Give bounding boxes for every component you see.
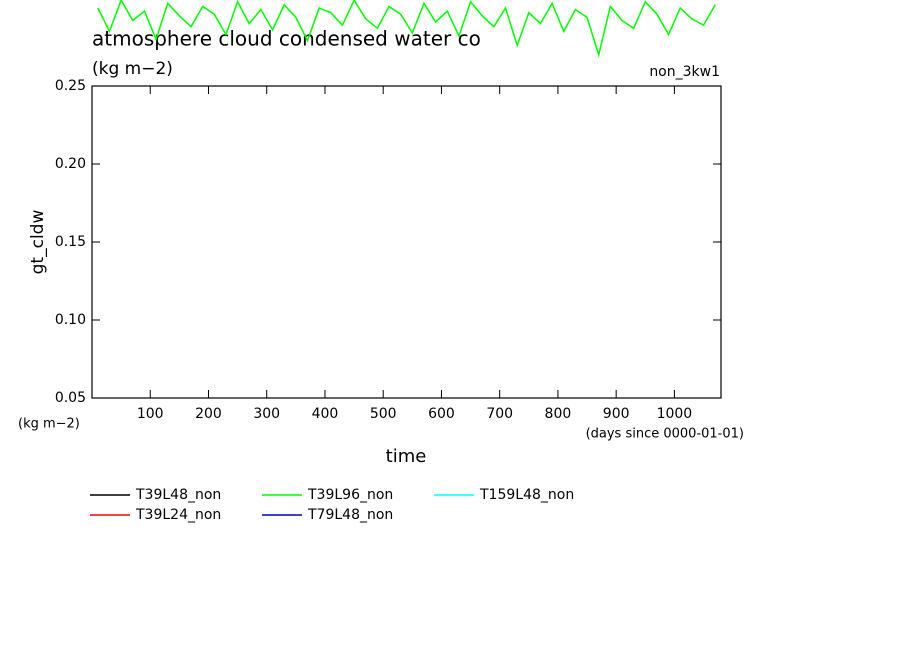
legend-label: T39L48_non (135, 487, 221, 503)
x-tick-label: 200 (195, 406, 222, 422)
y-tick-label: 0.20 (55, 156, 86, 172)
x-tick-label: 100 (137, 406, 164, 422)
x-tick-label: 300 (253, 406, 280, 422)
y-tick-label: 0.05 (55, 390, 86, 406)
data-line (97, 0, 716, 58)
y-tick-label: 0.10 (55, 312, 86, 328)
x-tick-label: 1000 (657, 406, 693, 422)
legend-label: T39L24_non (135, 507, 221, 523)
y-axis-label: gt_cldw (28, 210, 48, 275)
x-tick-label: 600 (428, 406, 455, 422)
y-unit: (kg m−2) (18, 417, 80, 432)
legend-label: T39L96_non (307, 487, 393, 503)
plot-frame (91, 85, 722, 399)
y-tick-label: 0.15 (55, 234, 86, 250)
legend-label: T159L48_non (479, 487, 574, 503)
x-unit: (days since 0000-01-01) (586, 427, 744, 442)
y-tick-label: 0.25 (55, 78, 86, 94)
legend-label: T79L48_non (307, 507, 393, 523)
x-tick-label: 700 (486, 406, 513, 422)
x-tick-label: 400 (312, 406, 339, 422)
x-axis-label: time (386, 446, 427, 467)
chart-title: atmosphere cloud condensed water co (92, 27, 481, 51)
x-tick-label: 500 (370, 406, 397, 422)
x-tick-label: 900 (603, 406, 630, 422)
x-tick-label: 800 (545, 406, 572, 422)
chart-subtitle: (kg m−2) (92, 59, 173, 79)
run-label: non_3kw1 (649, 64, 720, 80)
